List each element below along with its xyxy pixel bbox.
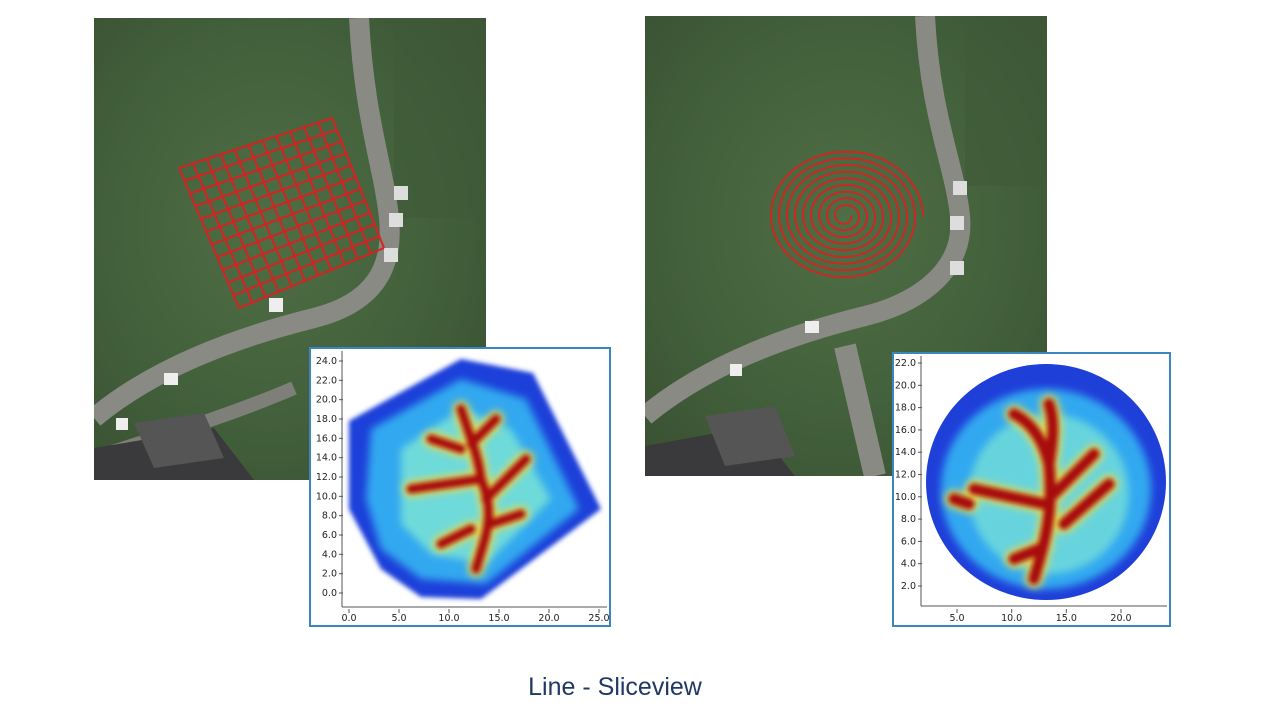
x-tick-label: 20.0 — [538, 613, 559, 624]
x-tick-label: 15.0 — [488, 613, 509, 624]
survey-line — [219, 153, 280, 293]
survey-line — [177, 167, 241, 309]
spiral-line — [769, 150, 924, 279]
y-tick-label: 2.0 — [322, 569, 337, 580]
y-tick-label: 10.0 — [316, 491, 337, 502]
survey-line — [200, 164, 352, 220]
x-tick-label: 0.0 — [341, 613, 356, 624]
survey-line — [189, 140, 342, 195]
survey-line — [205, 158, 267, 298]
y-tick-label: 22.0 — [895, 358, 916, 369]
y-tick-label: 4.0 — [322, 549, 337, 560]
survey-line — [317, 122, 372, 254]
x-tick-label: 15.0 — [1056, 613, 1077, 624]
y-tick-label: 6.0 — [322, 530, 337, 541]
sliceview-graphic: 22.0 20.0 18.0 16.0 14.0 12.0 10.0 8.0 6.0 4.0 2.0… — [894, 354, 1169, 625]
sliceview-plot-spiral: 22.0 20.0 18.0 16.0 14.0 12.0 10.0 8.0 6.0 4.0 2.0… — [892, 352, 1171, 627]
grid-survey-track — [177, 116, 386, 310]
x-tick-label: 10.0 — [1001, 613, 1022, 624]
y-tick-label: 14.0 — [316, 453, 337, 464]
x-tick-label: 25.0 — [588, 613, 609, 624]
x-tick-label: 10.0 — [438, 613, 459, 624]
aerial-photo-grid-survey — [94, 18, 486, 480]
survey-line — [330, 117, 386, 249]
survey-line — [275, 135, 333, 271]
y-tick-label: 10.0 — [895, 492, 916, 503]
y-tick-label: 14.0 — [895, 447, 916, 458]
aerial-photo-graphic — [94, 18, 486, 480]
survey-line — [191, 163, 254, 303]
y-tick-label: 18.0 — [895, 403, 916, 414]
y-tick-label: 8.0 — [901, 514, 916, 525]
survey-line — [261, 140, 320, 276]
sliceview-graphic: 24.0 22.0 20.0 18.0 16.0 14.0 12.0 10.0 8.0 6.0 4.… — [311, 349, 609, 625]
survey-line — [303, 126, 359, 260]
y-tick-label: 18.0 — [316, 414, 337, 425]
x-tick-label: 20.0 — [1110, 613, 1131, 624]
y-tick-label: 20.0 — [316, 395, 337, 406]
survey-line — [238, 246, 385, 310]
survey-line — [178, 116, 333, 170]
y-tick-label: 12.0 — [895, 470, 916, 481]
y-tick-label: 4.0 — [901, 559, 916, 570]
survey-line — [233, 235, 380, 297]
survey-line — [222, 211, 371, 271]
y-tick-label: 6.0 — [901, 536, 916, 547]
y-tick-label: 20.0 — [895, 380, 916, 391]
survey-line — [247, 144, 306, 282]
y-tick-label: 12.0 — [316, 472, 337, 483]
sliceview-plot-grid: 24.0 22.0 20.0 18.0 16.0 14.0 12.0 10.0 8.0 6.0 4.… — [309, 347, 611, 627]
survey-line — [233, 149, 293, 287]
y-tick-label: 16.0 — [316, 433, 337, 444]
slide-caption: Line - Sliceview — [0, 673, 1280, 702]
y-tick-label: 2.0 — [901, 581, 916, 592]
survey-line — [205, 176, 357, 233]
survey-line — [289, 131, 346, 265]
survey-line — [184, 128, 338, 182]
survey-line — [211, 187, 361, 246]
y-tick-label: 0.0 — [322, 588, 337, 599]
y-tick-label: 24.0 — [316, 356, 337, 367]
x-tick-label: 5.0 — [949, 613, 964, 624]
caption-text: Line - Sliceview — [528, 673, 702, 701]
y-tick-label: 16.0 — [895, 425, 916, 436]
survey-line — [227, 223, 375, 284]
y-tick-label: 22.0 — [316, 375, 337, 386]
y-tick-label: 8.0 — [322, 511, 337, 522]
survey-line — [216, 199, 366, 259]
x-tick-label: 5.0 — [391, 613, 406, 624]
spiral-survey-track — [769, 150, 924, 279]
survey-line — [195, 152, 347, 208]
